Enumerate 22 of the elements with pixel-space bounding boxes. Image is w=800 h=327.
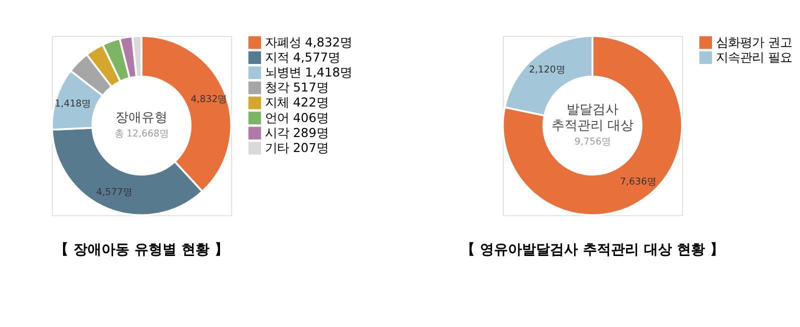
legend-label: 뇌병변 1,418명: [265, 66, 352, 80]
legend-label: 자폐성 4,832명: [265, 35, 352, 50]
legend-label: 심화평가 권고: [716, 35, 792, 50]
data-label: 7,636명: [620, 176, 656, 188]
legend-label: 지적 4,577명: [265, 50, 340, 64]
legend-label: 시각 289명: [265, 126, 328, 140]
data-label: 4,832명: [190, 94, 227, 106]
data-label: 1,418명: [54, 98, 91, 110]
data-label: 4,577명: [96, 187, 132, 198]
text: 총 12,668명: [114, 128, 168, 140]
legend-label: 기타 207명: [265, 140, 328, 155]
legend-label: 지속관리 필요: [716, 50, 792, 64]
text: 9,756명: [574, 136, 610, 148]
text: 발달검사: [566, 102, 618, 118]
legend-label: 언어 406명: [265, 110, 328, 125]
legend-label: 지체 422명: [265, 96, 328, 110]
data-label: 2,120명: [528, 64, 565, 76]
text: 【 장애아동 유형별 현황 】: [54, 242, 228, 258]
text: 【 영유아발달검사 추적관리 대상 현황 】: [461, 242, 724, 258]
text: 추적관리 대상: [551, 118, 634, 134]
text: 장애유형: [116, 110, 168, 126]
legend-label: 청각 517명: [265, 80, 328, 95]
